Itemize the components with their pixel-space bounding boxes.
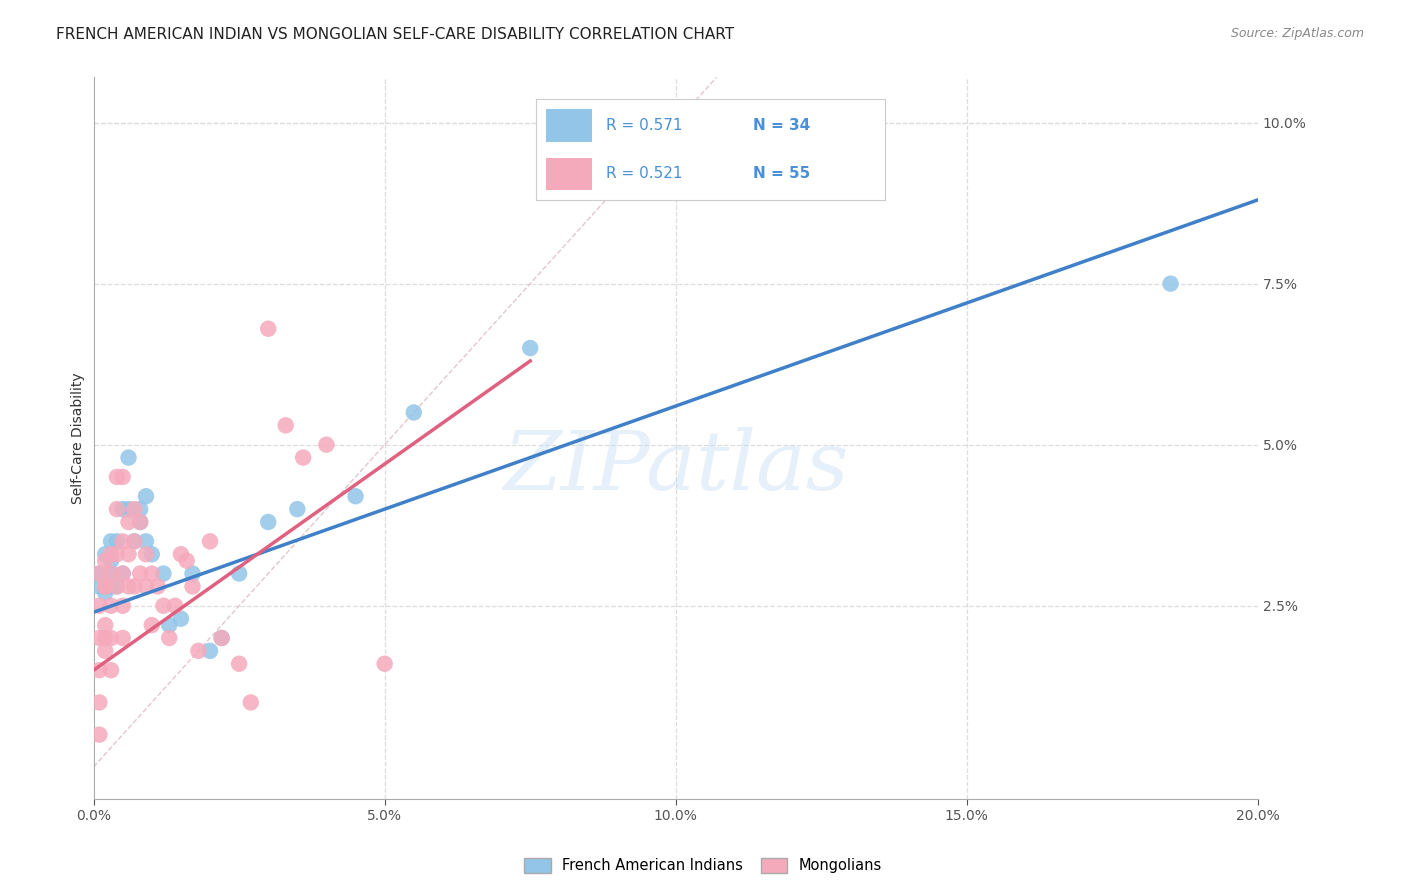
Point [170,612,193,626]
Point [146,579,169,593]
Point [211,631,233,645]
Legend: French American Indians, Mongolians: French American Indians, Mongolians [517,850,889,880]
Point [89,579,111,593]
Point [117,502,139,516]
Point [402,405,425,419]
Point [117,450,139,465]
Point [239,695,262,709]
Point [117,515,139,529]
Point [839,147,862,161]
Point [100,566,122,581]
Point [129,566,152,581]
Point [157,631,180,645]
Point [111,566,134,581]
Point [105,579,128,593]
Point [228,657,250,671]
Point [100,566,122,581]
Point [141,566,163,581]
Text: ZIPatlas: ZIPatlas [503,427,848,508]
Point [89,695,111,709]
Point [257,515,280,529]
Point [105,579,128,593]
Point [141,618,163,632]
Point [100,663,122,677]
Point [94,579,117,593]
Point [181,579,204,593]
Point [292,450,315,465]
Point [94,586,117,600]
Point [181,566,204,581]
Point [111,502,134,516]
Point [519,341,541,355]
Point [124,579,146,593]
Text: FRENCH AMERICAN INDIAN VS MONGOLIAN SELF-CARE DISABILITY CORRELATION CHART: FRENCH AMERICAN INDIAN VS MONGOLIAN SELF… [56,27,734,42]
Point [89,663,111,677]
Point [129,502,152,516]
Point [94,579,117,593]
Point [89,728,111,742]
Point [211,631,233,645]
Point [135,547,157,561]
Point [344,489,367,503]
Point [135,534,157,549]
Point [124,502,146,516]
Point [285,502,308,516]
Point [1160,277,1182,291]
Point [124,534,146,549]
Point [111,534,134,549]
Point [105,470,128,484]
Point [89,631,111,645]
Point [94,618,117,632]
Point [105,534,128,549]
Point [176,554,198,568]
Point [100,599,122,613]
Point [111,599,134,613]
Point [198,644,221,658]
Point [198,534,221,549]
Point [89,566,111,581]
Point [157,618,180,632]
Point [274,418,297,433]
Y-axis label: Self-Care Disability: Self-Care Disability [72,373,86,504]
Point [94,547,117,561]
Point [315,438,337,452]
Point [94,644,117,658]
Point [100,534,122,549]
Point [100,554,122,568]
Point [100,547,122,561]
Point [117,579,139,593]
Point [187,644,209,658]
Point [89,566,111,581]
Point [100,631,122,645]
Point [105,547,128,561]
Point [111,631,134,645]
Point [117,547,139,561]
Point [141,547,163,561]
Point [129,515,152,529]
Point [257,322,280,336]
Point [374,657,396,671]
Point [94,554,117,568]
Point [105,502,128,516]
Point [135,579,157,593]
Point [152,599,174,613]
Point [111,566,134,581]
Point [165,599,187,613]
Point [100,579,122,593]
Point [152,566,174,581]
Point [94,631,117,645]
Point [89,599,111,613]
Point [111,470,134,484]
Point [124,534,146,549]
Point [129,515,152,529]
Point [135,489,157,503]
Point [228,566,250,581]
Text: Source: ZipAtlas.com: Source: ZipAtlas.com [1230,27,1364,40]
Point [170,547,193,561]
